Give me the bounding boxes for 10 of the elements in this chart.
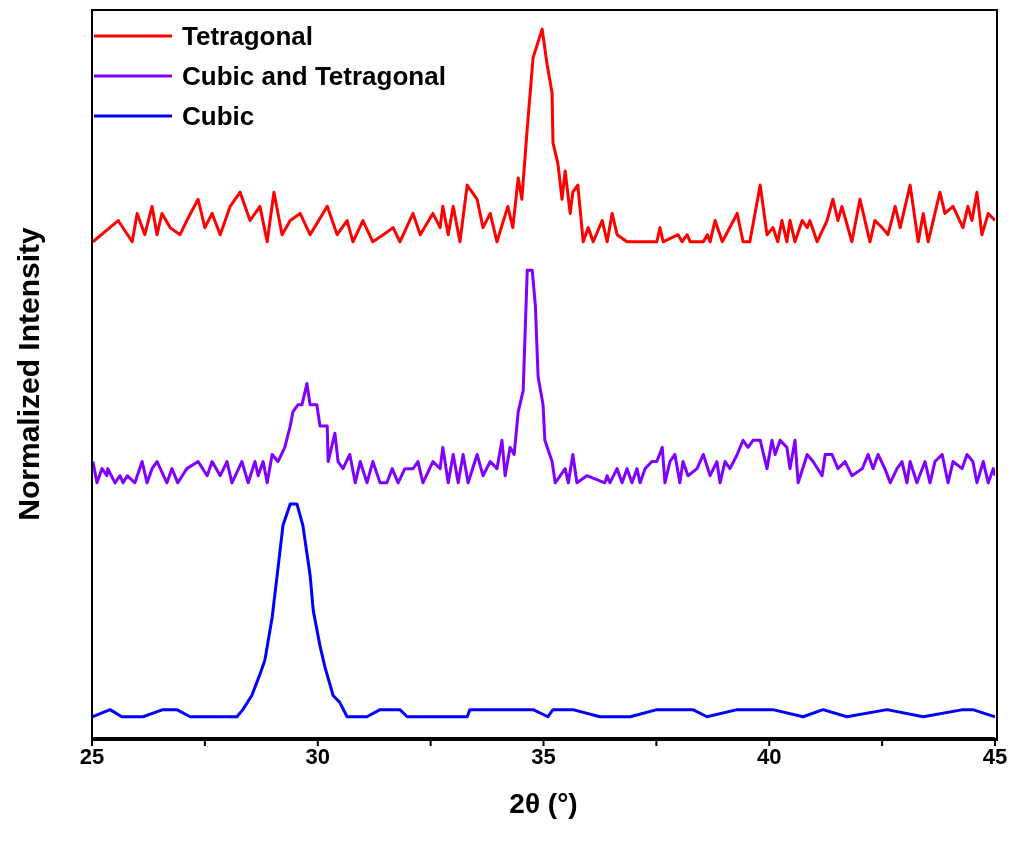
x-tick-label: 35	[531, 743, 556, 769]
y-axis-title: Normalized Intensity	[12, 226, 46, 523]
x-tick-label: 45	[982, 743, 1008, 769]
x-tick-label: 30	[305, 743, 330, 769]
x-axis-title: 2θ (°)	[508, 788, 579, 820]
legend-label: Tetragonal	[182, 20, 313, 52]
legend-label: Cubic	[182, 100, 255, 132]
legend-label: Cubic and Tetragonal	[182, 60, 446, 92]
x-tick-label: 25	[79, 743, 105, 769]
x-tick-label: 40	[757, 743, 782, 769]
